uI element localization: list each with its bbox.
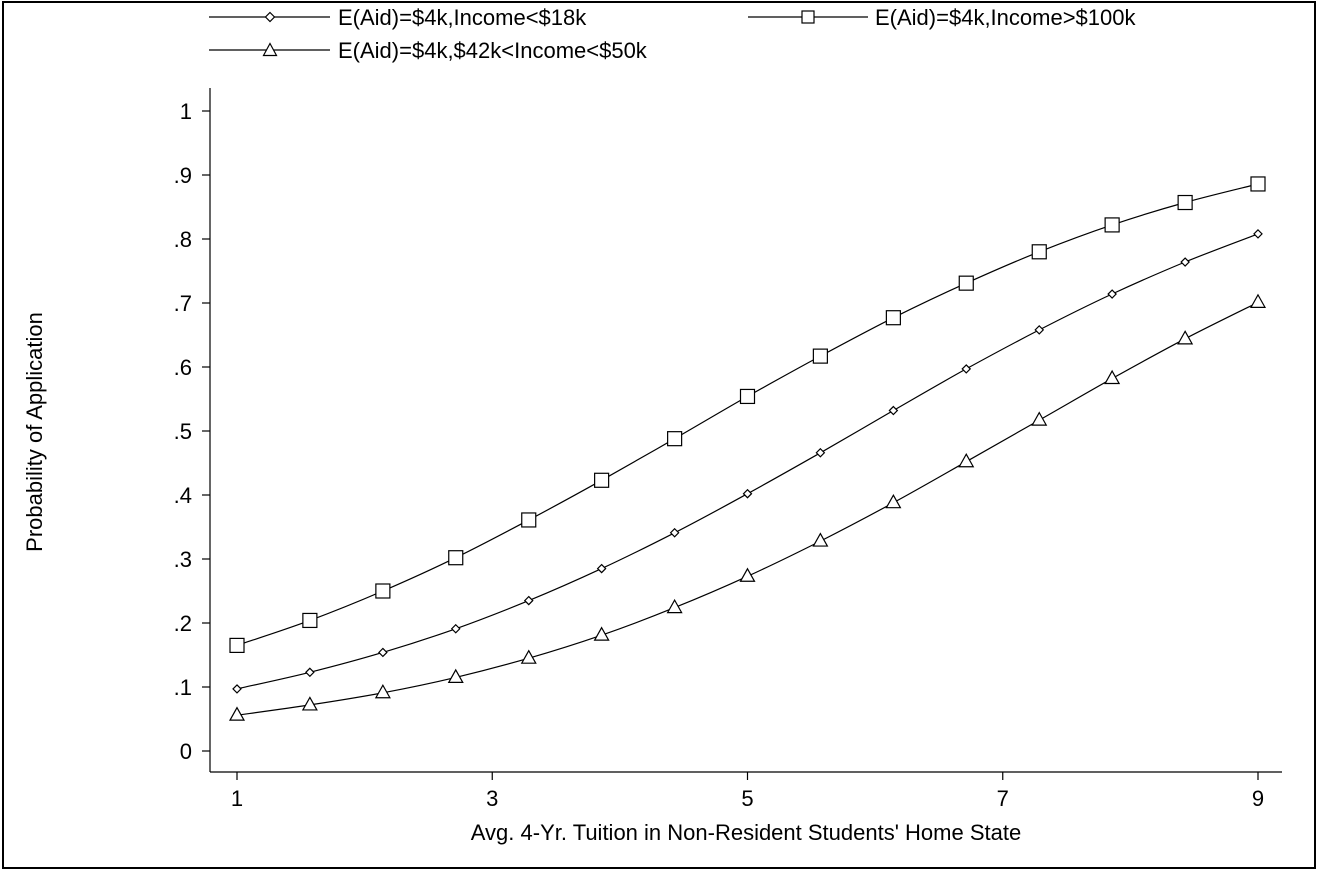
data-point-square (229, 637, 245, 654)
axes: 0 .1 .2 .3 .4 .5 .6 .7 .8 .9 1 1 3 5 7 9 (174, 88, 1282, 811)
series-mid-income (228, 293, 1267, 721)
data-point-square (594, 472, 610, 488)
data-point-diamond (1107, 289, 1117, 299)
data-point-triangle (1177, 330, 1194, 345)
data-point-square (1031, 244, 1047, 260)
series-low-income (232, 229, 1263, 694)
data-point-triangle (666, 598, 683, 614)
data-point-triangle (1031, 411, 1048, 426)
y-tick-label: .2 (174, 611, 192, 636)
data-point-square (521, 512, 537, 528)
legend-triangle-marker (262, 42, 278, 57)
data-point-square (302, 612, 318, 629)
x-axis-ticks: 1 3 5 7 9 (231, 772, 1264, 811)
data-point-square (1250, 176, 1266, 192)
data-point-diamond (742, 488, 753, 499)
data-point-square (739, 388, 756, 405)
legend-entry-mid-income: E(Aid)=$4k,$42k<Income<$50k (209, 38, 648, 63)
y-tick-label: .6 (174, 355, 192, 380)
x-tick-label: 1 (231, 786, 243, 811)
y-tick-label: .3 (174, 547, 192, 572)
data-point-triangle (447, 668, 464, 683)
data-point-diamond (1034, 325, 1045, 335)
data-point-square (375, 583, 391, 599)
data-point-diamond (523, 595, 534, 606)
data-point-square (1177, 194, 1193, 211)
data-point-triangle (885, 493, 902, 509)
data-point-diamond (1253, 229, 1263, 239)
data-point-diamond (1180, 257, 1190, 267)
x-axis-title: Avg. 4-Yr. Tuition in Non-Resident Stude… (471, 820, 1021, 845)
y-tick-label: 1 (180, 99, 192, 124)
y-tick-label: .9 (174, 163, 192, 188)
legend-diamond-marker (264, 11, 276, 23)
series-line-mid-income (236, 301, 1259, 716)
data-point-triangle (520, 649, 537, 664)
series-line-low-income (236, 233, 1259, 690)
data-point-diamond (888, 405, 899, 416)
x-tick-label: 3 (486, 786, 498, 811)
data-point-square (812, 348, 828, 364)
data-point-triangle (1249, 293, 1267, 308)
data-point-diamond (815, 447, 826, 458)
data-point-diamond (669, 527, 680, 538)
legend: E(Aid)=$4k,Income<$18k E(Aid)=$4k,Income… (209, 5, 1136, 63)
data-point-triangle (593, 626, 610, 641)
legend-label-high-income: E(Aid)=$4k,Income>$100k (875, 5, 1136, 30)
data-point-square (885, 310, 901, 326)
y-axis-ticks: 0 .1 .2 .3 .4 .5 .6 .7 .8 .9 1 (174, 99, 210, 764)
data-point-triangle (812, 532, 829, 547)
data-point-triangle (739, 567, 756, 582)
data-point-square (448, 550, 464, 566)
legend-label-mid-income: E(Aid)=$4k,$42k<Income<$50k (338, 38, 648, 63)
y-axis-title: Probability of Application (22, 312, 47, 552)
data-point-diamond (961, 364, 972, 374)
data-point-diamond (232, 684, 242, 694)
x-tick-label: 5 (741, 786, 753, 811)
data-point-diamond (596, 563, 607, 574)
legend-label-low-income: E(Aid)=$4k,Income<$18k (338, 5, 587, 30)
legend-entry-low-income: E(Aid)=$4k,Income<$18k (209, 5, 587, 30)
data-point-triangle (374, 684, 391, 699)
data-point-square (1104, 217, 1120, 233)
y-tick-label: .8 (174, 227, 192, 252)
legend-square-marker (801, 10, 815, 24)
legend-entry-high-income: E(Aid)=$4k,Income>$100k (748, 5, 1136, 30)
data-point-triangle (228, 706, 246, 721)
data-point-triangle (301, 696, 318, 711)
y-tick-label: .1 (174, 675, 192, 700)
y-tick-label: .5 (174, 419, 192, 444)
y-tick-label: 0 (180, 739, 192, 764)
series-high-income (229, 176, 1266, 654)
plot-series (228, 176, 1267, 721)
data-point-triangle (1104, 369, 1121, 385)
y-tick-label: .4 (174, 483, 192, 508)
data-point-square (958, 275, 974, 291)
x-tick-label: 9 (1252, 786, 1264, 811)
data-point-diamond (305, 667, 315, 678)
y-tick-label: .7 (174, 291, 192, 316)
data-point-diamond (378, 647, 388, 658)
data-point-triangle (958, 452, 975, 468)
data-point-diamond (450, 623, 461, 634)
x-tick-label: 7 (997, 786, 1009, 811)
data-point-square (667, 431, 683, 447)
